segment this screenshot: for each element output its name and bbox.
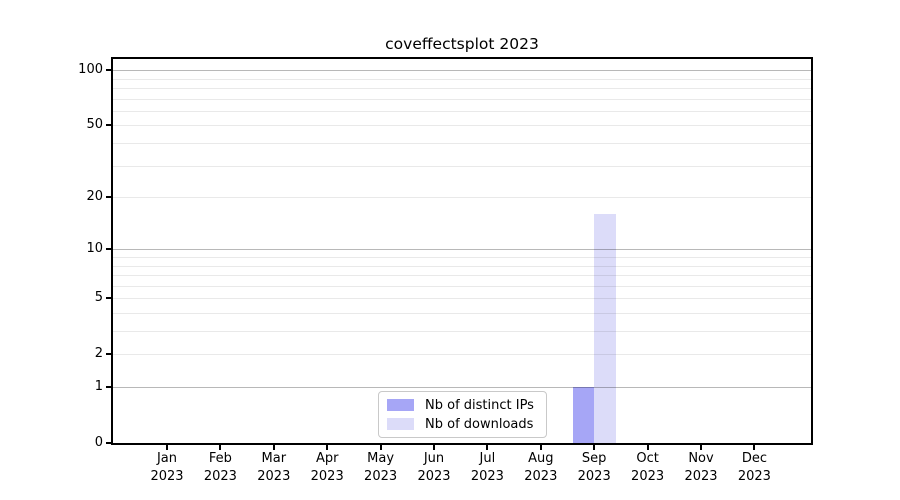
x-tick-mark — [166, 445, 168, 450]
chart-title: coveffectsplot 2023 — [385, 35, 539, 53]
legend-label-downloads: Nb of downloads — [425, 416, 534, 432]
bar-downloads-sep — [594, 214, 616, 443]
minor-gridline — [113, 197, 811, 199]
minor-gridline — [113, 312, 811, 314]
y-tick-mark — [106, 248, 111, 251]
x-tick-mark — [753, 445, 756, 450]
x-tick-month: Aug — [528, 451, 554, 466]
x-tick-month: May — [367, 451, 395, 466]
x-tick-mark — [539, 445, 542, 450]
x-tick-label-aug: Aug 2023 — [514, 450, 568, 486]
y-tick-mark — [106, 124, 111, 127]
x-tick-label-jan: Jan 2023 — [140, 450, 194, 486]
minor-gridline — [113, 256, 811, 258]
y-tick-mark — [106, 442, 111, 444]
x-tick-mark — [646, 445, 649, 450]
x-tick-label-may: May 2023 — [354, 450, 408, 486]
x-tick-year: 2023 — [737, 469, 771, 484]
x-tick-mark — [593, 445, 596, 450]
x-tick-label-apr: Apr 2023 — [300, 450, 354, 486]
x-tick-label-jun: Jun 2023 — [407, 450, 461, 486]
x-tick-year: 2023 — [150, 469, 184, 484]
x-tick-month: Nov — [688, 451, 714, 466]
x-tick-year: 2023 — [631, 469, 665, 484]
y-tick-mark — [106, 386, 111, 388]
x-tick-year: 2023 — [257, 469, 291, 484]
x-tick-mark — [700, 445, 702, 450]
y-tick-mark — [106, 196, 111, 199]
x-tick-mark — [326, 445, 329, 450]
x-tick-mark — [219, 445, 222, 450]
y-tick-label: 5 — [94, 290, 103, 306]
y-tick-mark — [106, 69, 111, 72]
x-tick-month: Mar — [261, 451, 287, 466]
y-tick-label: 20 — [86, 189, 103, 205]
minor-gridline — [113, 298, 811, 300]
minor-gridline — [113, 165, 811, 167]
y-tick-label: 1 — [94, 379, 103, 394]
minor-gridline — [113, 110, 811, 112]
x-tick-year: 2023 — [470, 469, 504, 484]
minor-gridline — [113, 125, 811, 127]
x-tick-year: 2023 — [203, 469, 237, 484]
x-tick-label-dec: Dec 2023 — [727, 450, 781, 486]
legend-item-distinct-ips: Nb of distinct IPs — [387, 398, 538, 413]
legend-item-downloads: Nb of downloads — [387, 417, 538, 432]
y-tick-label: 100 — [78, 62, 103, 78]
x-tick-year: 2023 — [310, 469, 344, 484]
x-tick-label-mar: Mar 2023 — [247, 450, 301, 486]
legend-label-distinct-ips: Nb of distinct IPs — [425, 397, 534, 413]
minor-gridline — [113, 354, 811, 356]
minor-gridline — [113, 78, 811, 80]
x-tick-month: Sep — [581, 451, 607, 466]
y-tick-mark — [106, 353, 111, 356]
x-tick-year: 2023 — [364, 469, 398, 484]
x-tick-month: Feb — [208, 451, 232, 466]
bar-distinct-ips-sep — [572, 387, 595, 443]
legend-swatch-distinct-ips — [387, 399, 414, 411]
x-tick-month: Jul — [479, 451, 496, 466]
major-gridline — [113, 249, 811, 251]
x-tick-month: Apr — [315, 451, 339, 466]
y-tick-label: 2 — [94, 346, 103, 362]
y-tick-label: 0 — [94, 435, 103, 450]
major-gridline — [113, 387, 811, 388]
x-tick-label-feb: Feb 2023 — [193, 450, 247, 486]
y-tick-label: 10 — [86, 241, 103, 257]
x-tick-year: 2023 — [524, 469, 558, 484]
minor-gridline — [113, 88, 811, 89]
minor-gridline — [113, 331, 811, 332]
x-tick-year: 2023 — [684, 469, 718, 484]
y-tick-label: 50 — [86, 117, 103, 133]
minor-gridline — [113, 275, 811, 277]
x-tick-label-oct: Oct 2023 — [621, 450, 675, 486]
x-tick-month: Oct — [636, 451, 659, 466]
major-gridline — [113, 70, 811, 72]
x-tick-label-sep: Sep 2023 — [567, 450, 621, 486]
x-tick-month: Jan — [156, 451, 178, 466]
x-tick-month: Dec — [741, 451, 767, 466]
x-tick-month: Jun — [423, 451, 445, 466]
y-tick-mark — [106, 297, 111, 300]
x-tick-label-nov: Nov 2023 — [674, 450, 728, 486]
x-tick-label-jul: Jul 2023 — [460, 450, 514, 486]
minor-gridline — [113, 265, 811, 267]
x-tick-mark — [272, 445, 275, 450]
x-tick-mark — [486, 445, 489, 450]
minor-gridline — [113, 285, 811, 287]
x-tick-mark — [433, 445, 435, 450]
x-tick-year: 2023 — [577, 469, 611, 484]
minor-gridline — [113, 143, 811, 144]
legend: Nb of distinct IPs Nb of downloads — [378, 391, 547, 438]
x-tick-mark — [379, 445, 382, 450]
minor-gridline — [113, 98, 811, 100]
legend-swatch-downloads — [387, 418, 414, 430]
x-tick-year: 2023 — [417, 469, 451, 484]
plot-area — [113, 59, 811, 443]
